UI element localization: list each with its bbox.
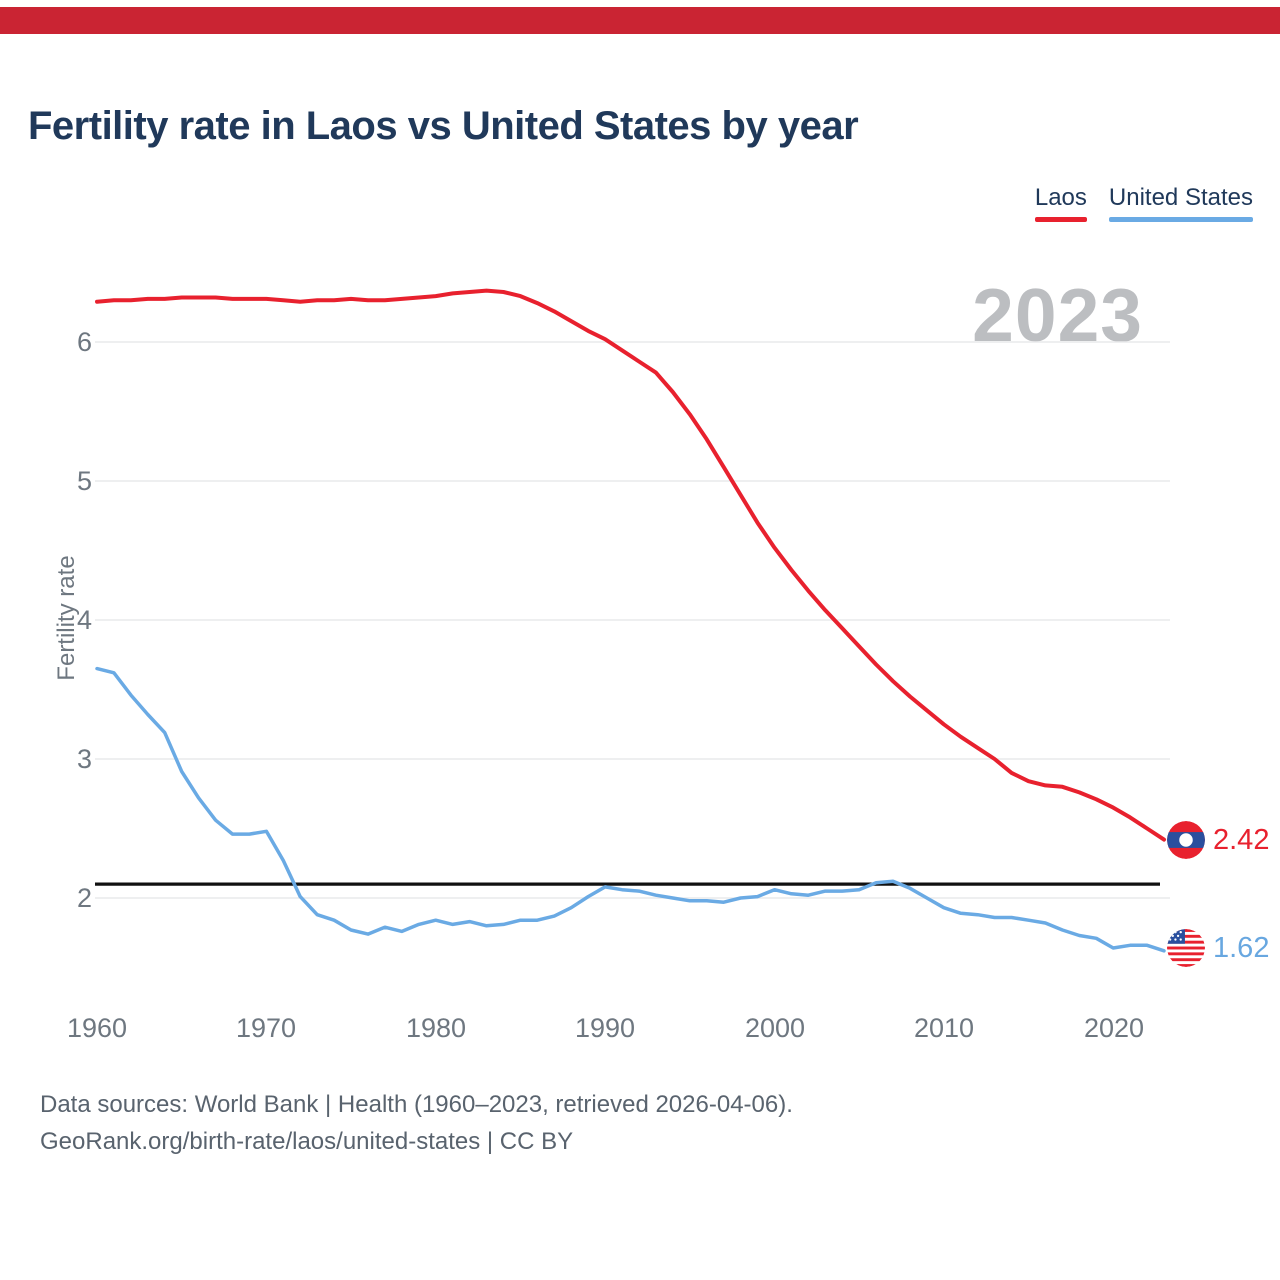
x-tick-1980: 1980 xyxy=(405,1013,467,1043)
y-tick-3: 3 xyxy=(76,744,92,774)
series-line-united-states xyxy=(95,666,1166,953)
year-watermark: 2023 xyxy=(972,273,1143,357)
series-line-laos xyxy=(95,288,1166,842)
laos-flag-icon xyxy=(1167,821,1205,859)
legend-item-laos[interactable]: Laos xyxy=(1034,184,1087,222)
end-value-united-states: 1.62 xyxy=(1213,931,1270,964)
page-title: Fertility rate in Laos vs United States … xyxy=(28,104,859,148)
footer: Data sources: World Bank | Health (1960–… xyxy=(40,1086,1140,1160)
footer-data-sources: Data sources: World Bank | Health (1960–… xyxy=(40,1091,793,1118)
end-label-laos: 2.42 xyxy=(1167,821,1269,859)
x-tick-1960: 1960 xyxy=(66,1013,128,1043)
x-tick-1970: 1970 xyxy=(235,1013,297,1043)
footer-attribution: GeoRank.org/birth-rate/laos/united-state… xyxy=(40,1128,574,1155)
header-accent-bar xyxy=(0,7,1280,34)
x-tick-2020: 2020 xyxy=(1083,1013,1145,1043)
us-flag-icon xyxy=(1167,929,1205,967)
end-value-laos: 2.42 xyxy=(1213,823,1270,856)
legend-item-united-states[interactable]: United States xyxy=(1108,184,1253,222)
x-tick-2000: 2000 xyxy=(744,1013,806,1043)
y-tick-5: 5 xyxy=(76,466,92,496)
x-tick-1990: 1990 xyxy=(574,1013,636,1043)
legend-label-united-states: United States xyxy=(1108,184,1253,211)
y-axis-title: Fertility rate xyxy=(53,555,80,681)
end-label-united-states: 1.62 xyxy=(1167,929,1269,967)
legend-label-laos: Laos xyxy=(1034,184,1087,211)
legend: Laos United States xyxy=(1034,184,1253,222)
y-tick-4: 4 xyxy=(76,605,92,635)
y-tick-2: 2 xyxy=(76,883,92,913)
legend-color-bar-laos xyxy=(1034,217,1087,222)
y-tick-6: 6 xyxy=(76,327,92,357)
legend-color-bar-united-states xyxy=(1108,217,1253,222)
x-tick-2010: 2010 xyxy=(913,1013,975,1043)
